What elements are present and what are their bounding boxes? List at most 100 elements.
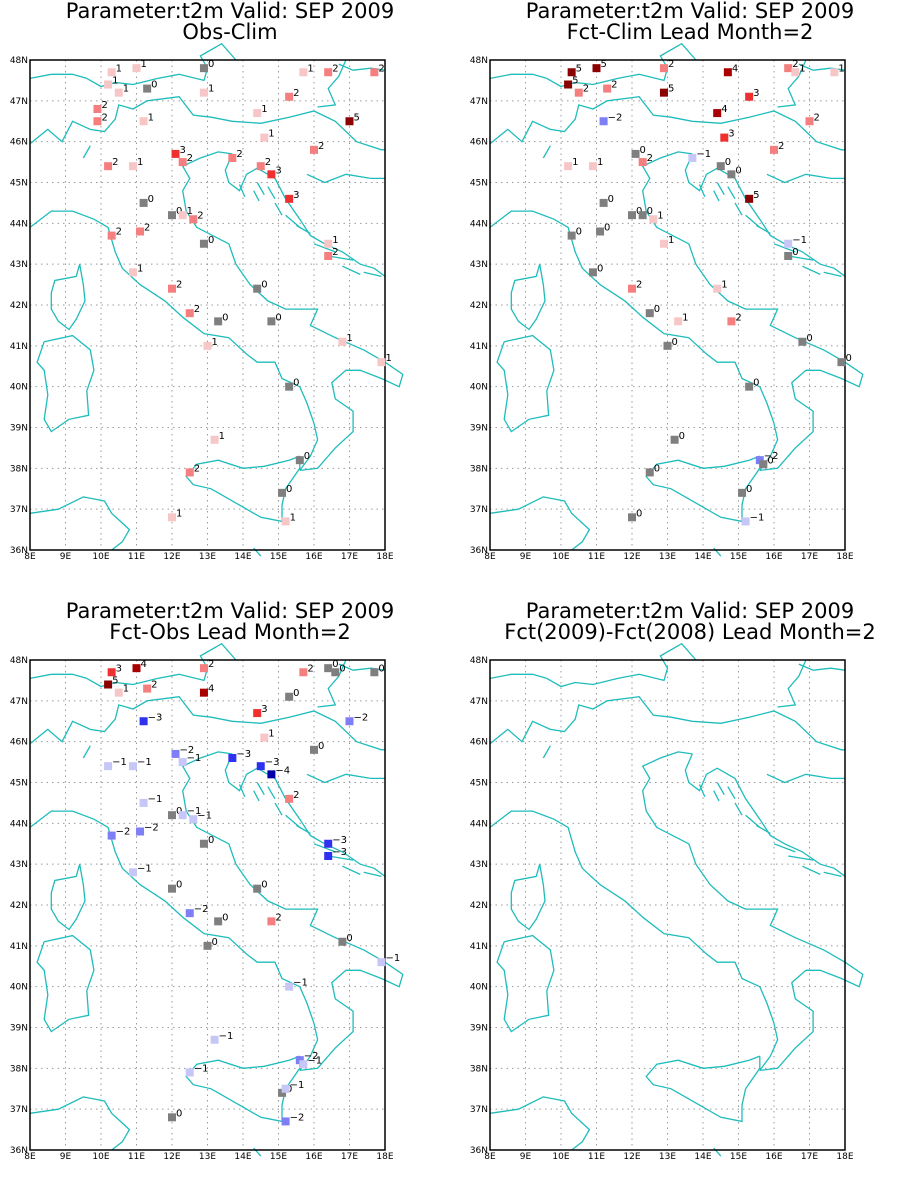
coastline (253, 190, 260, 202)
station-value-label: 1 (268, 129, 274, 140)
coastline (29, 1096, 131, 1151)
map-panel-fct-diff: Parameter:t2m Valid: SEP 2009 Fct(2009)-… (460, 600, 920, 1200)
lat-tick-label: 48N (470, 56, 488, 66)
coastline (641, 751, 864, 1072)
station-marker (104, 162, 113, 171)
station-marker (670, 435, 679, 444)
station-value-label: 2 (144, 223, 150, 234)
station-value-label: 0 (339, 663, 345, 674)
plot-frame (29, 659, 386, 1151)
lon-tick-label: 14E (694, 552, 711, 562)
station-value-label: 1 (148, 112, 154, 123)
station-marker (599, 117, 608, 126)
coastline (317, 59, 347, 108)
station-value-label: 5 (601, 59, 607, 70)
station-marker (199, 239, 208, 248)
coastline (253, 547, 262, 557)
coastline (802, 865, 821, 875)
station-value-label: 1 (290, 512, 296, 523)
lon-tick-label: 10E (552, 1152, 569, 1162)
station-value-label: 0 (597, 263, 603, 274)
station-marker (324, 68, 333, 77)
lon-tick-label: 10E (92, 552, 109, 562)
station-value-label: 0 (647, 206, 653, 217)
lon-tick-label: 17E (801, 552, 818, 562)
station-marker (185, 1068, 194, 1077)
coastline (684, 153, 846, 277)
station-value-label: 5 (576, 63, 582, 74)
map-panel-fct-obs: Parameter:t2m Valid: SEP 2009 Fct-Obs Le… (0, 600, 460, 1200)
panel-subtitle: Fct(2009)-Fct(2008) Lead Month=2 (504, 620, 876, 644)
station-marker (285, 692, 294, 701)
station-marker (285, 382, 294, 391)
coastline (823, 871, 842, 878)
station-value-label: −2 (354, 712, 369, 723)
coastline (823, 271, 842, 278)
station-value-label: 1 (799, 63, 805, 74)
station-marker (168, 884, 176, 893)
plot-frame (489, 659, 846, 1151)
coastline (313, 843, 336, 853)
coastline (716, 182, 725, 196)
station-value-label: 0 (792, 247, 798, 258)
station-marker (688, 154, 697, 162)
station-value-label: −2 (304, 1051, 319, 1062)
station-marker (168, 211, 176, 220)
lat-tick-label: 41N (10, 942, 28, 952)
coastline (342, 265, 361, 275)
station-marker (567, 231, 576, 240)
station-markers: 5522114522534−223202−1110005001001−10021… (564, 59, 852, 526)
station-value-label: −1 (307, 1055, 322, 1066)
station-value-label: 0 (176, 1108, 182, 1119)
lat-tick-label: 39N (470, 424, 488, 434)
station-marker (178, 158, 187, 167)
station-value-label: 2 (293, 790, 299, 801)
lon-tick-label: 13E (199, 1152, 216, 1162)
station-marker (564, 162, 573, 171)
station-value-label: 2 (265, 157, 271, 168)
station-value-label: 1 (332, 235, 338, 246)
station-value-label: 2 (611, 80, 617, 91)
station-marker (631, 149, 640, 158)
station-marker (716, 162, 725, 171)
lat-tick-label: 45N (470, 779, 488, 789)
coastline (29, 496, 131, 551)
station-marker (168, 513, 176, 522)
station-marker (139, 717, 148, 726)
station-value-label: 0 (640, 145, 646, 156)
lat-tick-label: 44N (10, 819, 28, 829)
station-marker (295, 1056, 304, 1065)
coastline (363, 271, 382, 278)
lat-tick-label: 48N (470, 656, 488, 666)
coastline (328, 855, 354, 861)
panel-title: Parameter:t2m Valid: SEP 2009 (525, 599, 855, 623)
station-value-label: −2 (116, 827, 131, 838)
station-marker (267, 917, 276, 926)
station-value-label: −3 (332, 835, 347, 846)
station-value-label: 0 (654, 304, 660, 315)
station-value-label: −3 (265, 757, 280, 768)
station-marker (143, 684, 152, 693)
station-marker (104, 762, 113, 771)
station-value-label: 2 (735, 312, 741, 323)
station-marker (136, 227, 145, 236)
station-value-label: 0 (261, 280, 267, 291)
station-marker (210, 435, 219, 444)
station-value-label: −3 (148, 712, 163, 723)
station-marker (727, 170, 736, 179)
coastline (36, 334, 95, 433)
station-marker (745, 194, 754, 203)
station-marker (199, 664, 208, 673)
station-marker (663, 341, 672, 350)
station-value-label: 0 (806, 333, 812, 344)
station-marker (837, 358, 846, 367)
lat-tick-label: 38N (470, 464, 488, 474)
station-value-label: 0 (725, 157, 731, 168)
station-marker (649, 215, 658, 224)
station-value-label: 1 (212, 337, 218, 348)
coastline (306, 173, 385, 184)
lat-tick-label: 36N (470, 1146, 488, 1156)
station-value-label: 0 (176, 880, 182, 891)
station-marker (168, 1113, 176, 1122)
